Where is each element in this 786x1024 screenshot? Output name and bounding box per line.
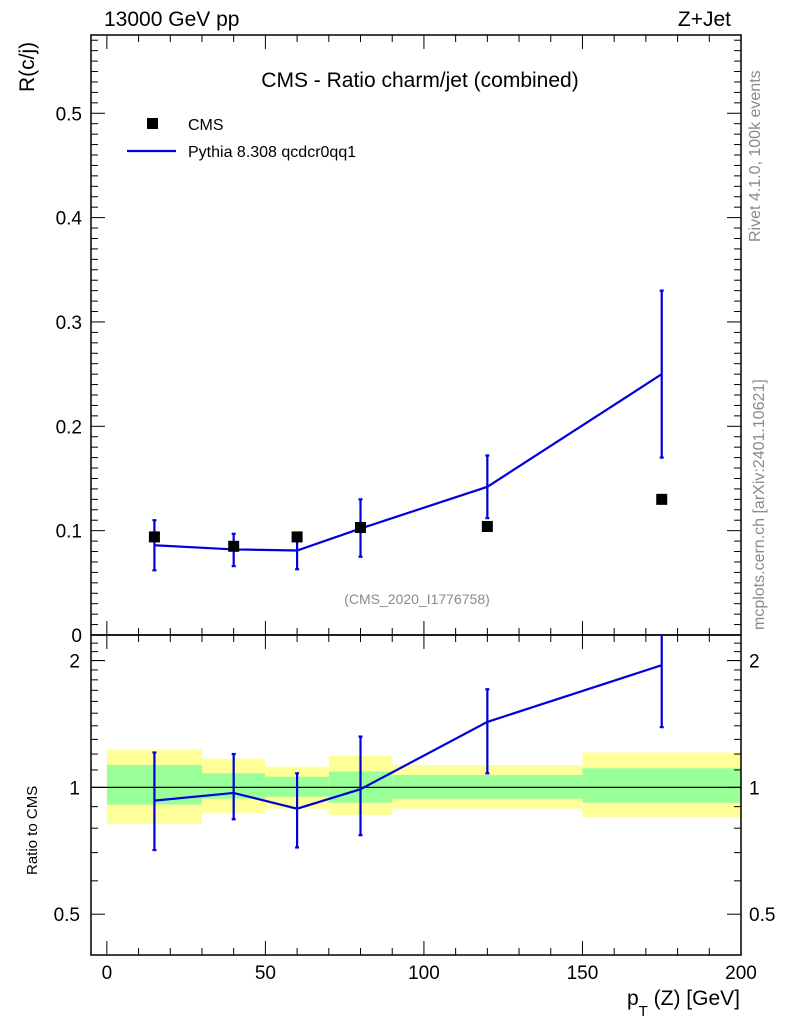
analysis-watermark: (CMS_2020_I1776758) — [344, 591, 490, 607]
cms-data-point — [355, 522, 367, 534]
ratio-y-tick-label-right: 0.5 — [749, 905, 775, 926]
x-axis-title-p: p — [627, 987, 639, 1010]
x-tick-label: 100 — [408, 963, 440, 984]
ratio-y-axis-title: Ratio to CMS — [24, 786, 41, 875]
cms-data-point — [656, 493, 668, 505]
legend-mc-label: Pythia 8.308 qcdcr0qq1 — [188, 144, 356, 161]
ratio-mc-curve — [154, 664, 663, 810]
x-tick-label: 50 — [255, 963, 276, 984]
main-y-tick-label: 0.1 — [56, 522, 82, 543]
x-axis-title-rest: (Z) [GeV] — [648, 987, 740, 1010]
ratio-plot-series — [152, 635, 664, 852]
source-label: mcplots.cern.ch [arXiv:2401.10621] — [751, 379, 768, 630]
x-axis-title-sub: T — [639, 1003, 648, 1020]
main-y-tick-label: 0.3 — [56, 313, 82, 334]
main-y-tick-label: 0.2 — [56, 417, 82, 438]
ratio-y-tick-label-left: 0.5 — [54, 905, 80, 926]
legend-data-marker — [147, 118, 158, 129]
main-chart-title: CMS - Ratio charm/jet (combined) — [261, 69, 578, 92]
x-tick-label: 150 — [567, 963, 599, 984]
x-tick-label: 200 — [725, 963, 757, 984]
main-y-axis-title: R(c/j) — [16, 42, 39, 92]
x-tick-label: 0 — [102, 963, 113, 984]
main-y-tick-label: 0.5 — [56, 104, 82, 125]
ratio-y-tick-label-left: 1 — [69, 778, 80, 799]
cms-data-point — [228, 540, 240, 552]
cms-data-point — [481, 520, 493, 532]
legend-data-label: CMS — [188, 117, 224, 134]
header-left: 13000 GeV pp — [104, 8, 239, 31]
cms-data-point — [291, 531, 303, 543]
header-right: Z+Jet — [678, 8, 731, 31]
rivet-version-label: Rivet 4.1.0, 100k events — [747, 70, 764, 242]
main-y-tick-label: 0 — [71, 626, 82, 647]
main-plot-axes: 0 0.1 0.2 0.3 0.4 0.5 — [56, 34, 742, 647]
main-y-tick-label: 0.4 — [56, 209, 83, 230]
cms-data-point — [148, 531, 160, 543]
mc-curve — [154, 373, 663, 552]
ratio-plot-axes: 0 50 100 150 200 0.5 0.5 1 1 2 2 — [54, 634, 775, 984]
ratio-y-tick-label-right: 1 — [749, 778, 760, 799]
x-axis-title: pT (Z) [GeV] — [627, 987, 740, 1020]
ratio-plot-frame — [90, 634, 742, 956]
main-plot-series — [148, 289, 668, 572]
ratio-y-tick-label-left: 2 — [69, 652, 80, 673]
ratio-y-tick-label-right: 2 — [749, 652, 760, 673]
ratio-band-inner-5 — [582, 768, 741, 803]
